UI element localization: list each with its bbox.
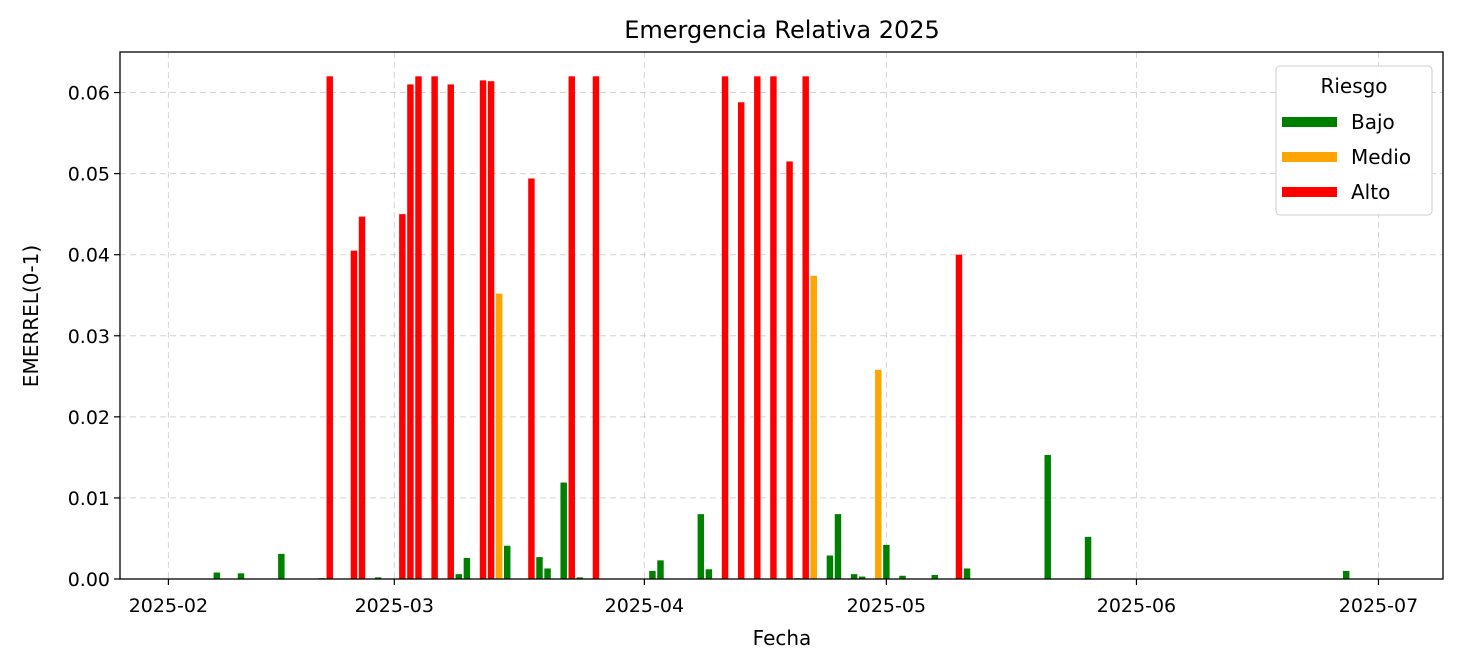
bar-alto — [479, 80, 487, 579]
bar-bajo — [278, 553, 285, 579]
y-tick-label: 0.06 — [68, 83, 110, 105]
y-tick-label: 0.05 — [68, 164, 110, 186]
y-tick-label: 0.01 — [68, 488, 110, 510]
bar-alto — [528, 178, 535, 580]
y-axis: 0.00 0.01 0.02 0.03 0.04 0.05 0.06 — [68, 83, 120, 591]
y-axis-label: EMERREL(0-1) — [19, 245, 43, 387]
bar-alto — [737, 102, 745, 579]
bar-bajo — [649, 570, 656, 579]
bar-alto — [786, 161, 793, 579]
bar-bajo — [858, 576, 866, 579]
bar-bajo — [826, 555, 834, 579]
bar-bajo — [455, 574, 463, 579]
bar-bajo — [536, 557, 543, 579]
x-tick-label: 2025-06 — [1097, 595, 1176, 617]
bar-alto — [431, 76, 438, 580]
bar-medio — [875, 369, 882, 579]
bar-bajo — [544, 568, 551, 579]
y-tick-label: 0.02 — [68, 407, 110, 429]
x-axis-label: Fecha — [753, 626, 812, 650]
bar-bajo — [237, 573, 245, 579]
bar-alto — [399, 214, 406, 579]
chart-title: Emergencia Relativa 2025 — [624, 16, 940, 44]
bar-medio — [495, 293, 503, 579]
x-tick-label: 2025-04 — [605, 595, 684, 617]
legend-box — [1275, 65, 1433, 216]
bar-bajo — [963, 568, 971, 579]
bar-bajo — [1342, 570, 1350, 579]
bar-bajo — [883, 544, 890, 579]
bar-bajo — [560, 482, 567, 579]
bar-bajo — [850, 574, 858, 579]
bar-bajo — [697, 514, 705, 579]
bar-alto — [955, 254, 963, 579]
bar-alto — [754, 76, 761, 580]
y-tick-label: 0.04 — [68, 245, 110, 267]
bar-alto — [447, 84, 454, 579]
bar-alto — [802, 76, 809, 580]
plot-frame — [119, 51, 1444, 580]
bar-alto — [407, 84, 414, 579]
bar-alto — [770, 76, 777, 580]
legend: Riesgo Bajo Medio Alto — [1275, 65, 1433, 216]
bar-alto — [326, 76, 333, 580]
legend-label-bajo: Bajo — [1351, 110, 1395, 134]
x-tick-label: 2025-07 — [1339, 595, 1418, 617]
bar-bajo — [576, 577, 584, 579]
legend-label-medio: Medio — [1351, 145, 1411, 169]
bar-medio — [810, 275, 817, 579]
legend-label-alto: Alto — [1351, 180, 1390, 204]
bar-bajo — [213, 572, 221, 579]
bar-bajo — [1044, 454, 1051, 579]
x-tick-label: 2025-03 — [355, 595, 434, 617]
bar-alto — [358, 216, 366, 579]
bar-bajo — [705, 569, 713, 579]
bar-bajo — [463, 557, 471, 579]
bar-bajo — [374, 577, 382, 579]
bar-bajo — [899, 575, 906, 579]
grid — [120, 52, 1443, 580]
bar-bajo — [657, 560, 664, 579]
legend-title: Riesgo — [1320, 74, 1387, 98]
bar-alto — [568, 76, 575, 580]
bar-alto — [592, 76, 600, 580]
y-tick-label: 0.00 — [68, 569, 110, 591]
x-tick-label: 2025-02 — [129, 595, 208, 617]
bar-bajo — [931, 574, 939, 579]
bar-alto — [350, 250, 358, 579]
bar-alto — [487, 81, 495, 580]
bars — [213, 76, 1350, 580]
y-tick-label: 0.03 — [68, 326, 110, 348]
x-tick-label: 2025-05 — [847, 595, 926, 617]
bar-bajo — [1084, 536, 1092, 579]
bar-bajo — [503, 545, 511, 579]
bar-alto — [415, 76, 422, 580]
bar-bajo — [834, 514, 842, 579]
x-axis: 2025-02 2025-03 2025-04 2025-05 2025-06 2025-… — [129, 579, 1418, 617]
bar-alto — [721, 76, 729, 580]
